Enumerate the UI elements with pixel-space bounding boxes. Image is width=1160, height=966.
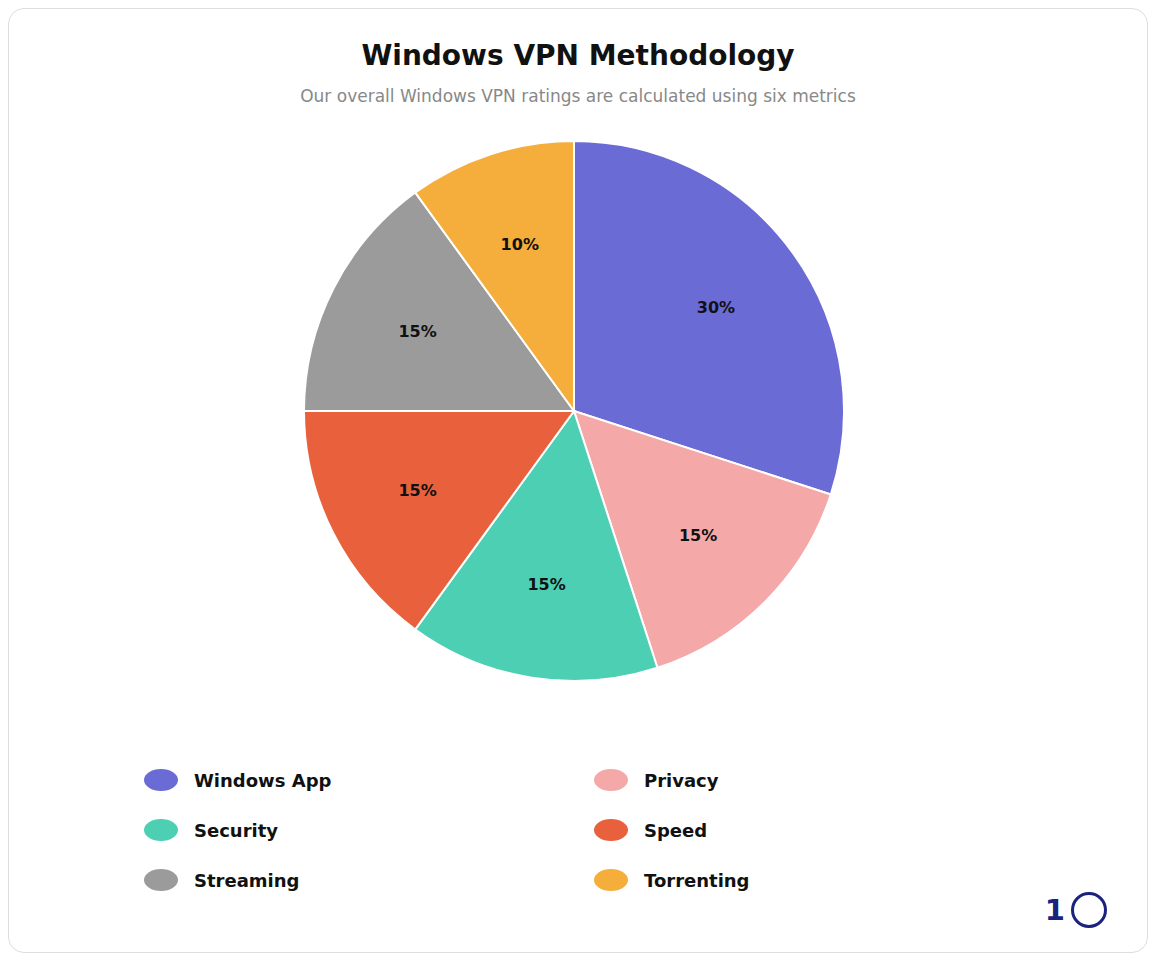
html-text:Windows App: Windows App bbox=[194, 769, 332, 791]
html-text:Windows VPN Methodology: Windows VPN Methodology bbox=[361, 39, 795, 72]
svg-text:15%: 15% bbox=[527, 575, 565, 594]
html-text:1: 1 bbox=[1044, 893, 1065, 927]
html-text:Torrenting: Torrenting bbox=[644, 869, 750, 891]
svg-text:10%: 10% bbox=[501, 235, 539, 254]
html-text:Privacy: Privacy bbox=[644, 769, 719, 791]
svg-text:15%: 15% bbox=[679, 526, 717, 545]
html-text:Security: Security bbox=[194, 819, 278, 841]
svg-text:15%: 15% bbox=[398, 322, 436, 341]
html-text:Our overall Windows VPN rating: Our overall Windows VPN ratings are calc… bbox=[300, 86, 856, 106]
svg-text:15%: 15% bbox=[398, 481, 436, 500]
svg-text:30%: 30% bbox=[697, 298, 735, 317]
html-text:Speed: Speed bbox=[644, 819, 708, 841]
html-text:Streaming: Streaming bbox=[194, 869, 300, 891]
